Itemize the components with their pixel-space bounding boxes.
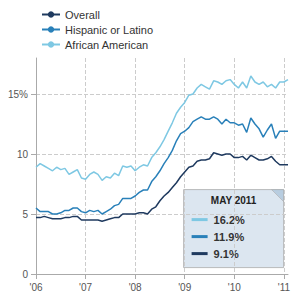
- svg-text:'06: '06: [29, 282, 42, 293]
- svg-text:Overall: Overall: [65, 9, 100, 21]
- svg-text:16.2%: 16.2%: [214, 214, 245, 226]
- svg-text:5: 5: [22, 209, 28, 220]
- svg-text:'10: '10: [228, 282, 241, 293]
- svg-text:MAY 2011: MAY 2011: [211, 195, 257, 206]
- svg-text:Hispanic or Latino: Hispanic or Latino: [65, 24, 153, 36]
- svg-text:'07: '07: [79, 282, 92, 293]
- svg-text:'09: '09: [178, 282, 191, 293]
- svg-text:11.9%: 11.9%: [214, 231, 245, 243]
- svg-text:15%: 15%: [8, 89, 28, 100]
- svg-text:African American: African American: [65, 39, 148, 51]
- svg-text:'08: '08: [129, 282, 142, 293]
- svg-text:9.1%: 9.1%: [214, 248, 239, 260]
- svg-text:'11: '11: [278, 282, 291, 293]
- svg-text:0: 0: [22, 269, 28, 280]
- svg-text:10: 10: [17, 149, 29, 160]
